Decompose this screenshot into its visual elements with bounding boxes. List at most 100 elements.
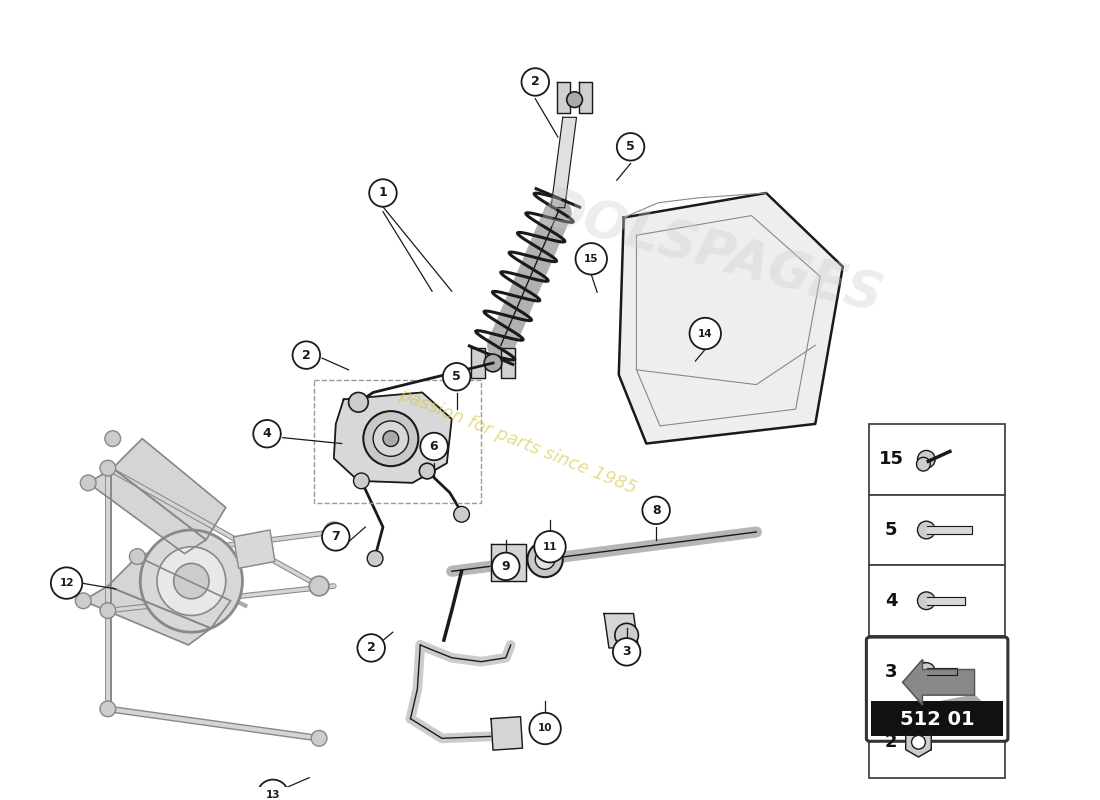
Circle shape bbox=[100, 701, 116, 717]
Polygon shape bbox=[903, 660, 931, 690]
Polygon shape bbox=[84, 586, 211, 645]
FancyBboxPatch shape bbox=[867, 637, 1008, 742]
Circle shape bbox=[642, 497, 670, 524]
Text: 13: 13 bbox=[266, 790, 280, 800]
Text: 11: 11 bbox=[542, 542, 558, 552]
Polygon shape bbox=[905, 727, 932, 757]
Text: 5: 5 bbox=[452, 370, 461, 383]
Circle shape bbox=[690, 318, 721, 350]
Text: 2: 2 bbox=[884, 734, 898, 751]
Circle shape bbox=[575, 243, 607, 274]
Circle shape bbox=[370, 179, 397, 206]
Bar bbox=[869, 494, 1005, 566]
Circle shape bbox=[443, 363, 471, 390]
Circle shape bbox=[484, 354, 502, 372]
Text: 7: 7 bbox=[331, 530, 340, 543]
Text: 4: 4 bbox=[263, 427, 272, 440]
Text: 8: 8 bbox=[652, 504, 660, 517]
Circle shape bbox=[419, 463, 435, 479]
Circle shape bbox=[100, 460, 116, 476]
Circle shape bbox=[130, 549, 145, 565]
Text: 14: 14 bbox=[697, 329, 713, 338]
Circle shape bbox=[358, 634, 385, 662]
Circle shape bbox=[615, 623, 638, 647]
Circle shape bbox=[174, 563, 209, 598]
Circle shape bbox=[349, 393, 368, 412]
Polygon shape bbox=[472, 348, 485, 378]
Polygon shape bbox=[604, 614, 638, 648]
Polygon shape bbox=[557, 82, 570, 114]
Polygon shape bbox=[333, 393, 452, 483]
Text: 10: 10 bbox=[538, 723, 552, 734]
Circle shape bbox=[51, 567, 82, 598]
Circle shape bbox=[100, 602, 116, 618]
Circle shape bbox=[536, 550, 554, 570]
Text: 512 01: 512 01 bbox=[900, 710, 975, 729]
Circle shape bbox=[521, 68, 549, 96]
Polygon shape bbox=[903, 660, 975, 705]
Circle shape bbox=[613, 638, 640, 666]
Polygon shape bbox=[927, 526, 971, 534]
Circle shape bbox=[527, 542, 563, 577]
Circle shape bbox=[353, 473, 370, 489]
Bar bbox=[869, 566, 1005, 636]
Circle shape bbox=[141, 530, 242, 632]
Text: 2: 2 bbox=[301, 349, 310, 362]
Polygon shape bbox=[927, 597, 965, 605]
Text: DOLSPAGES: DOLSPAGES bbox=[536, 182, 889, 324]
Bar bbox=[869, 636, 1005, 707]
Circle shape bbox=[383, 430, 398, 446]
Polygon shape bbox=[113, 438, 226, 540]
Text: 3: 3 bbox=[623, 646, 631, 658]
Polygon shape bbox=[551, 118, 576, 208]
Text: 9: 9 bbox=[502, 560, 510, 573]
Circle shape bbox=[157, 546, 226, 615]
Circle shape bbox=[917, 450, 935, 468]
Polygon shape bbox=[923, 695, 982, 713]
Bar bbox=[869, 424, 1005, 494]
Text: passion for parts since 1985: passion for parts since 1985 bbox=[396, 386, 639, 498]
Circle shape bbox=[529, 713, 561, 744]
Circle shape bbox=[420, 433, 448, 460]
Polygon shape bbox=[927, 667, 957, 675]
Circle shape bbox=[80, 475, 96, 490]
Circle shape bbox=[453, 506, 470, 522]
Text: 15: 15 bbox=[584, 254, 598, 264]
Polygon shape bbox=[619, 193, 843, 443]
Text: 1: 1 bbox=[378, 186, 387, 199]
Circle shape bbox=[104, 430, 121, 446]
Text: 2: 2 bbox=[366, 642, 375, 654]
Circle shape bbox=[917, 521, 935, 539]
Circle shape bbox=[492, 553, 519, 580]
Circle shape bbox=[309, 576, 329, 596]
Circle shape bbox=[566, 92, 582, 107]
Circle shape bbox=[912, 735, 925, 749]
Circle shape bbox=[257, 779, 288, 800]
Text: 4: 4 bbox=[884, 592, 898, 610]
Bar bbox=[869, 707, 1005, 778]
Polygon shape bbox=[580, 82, 592, 114]
Polygon shape bbox=[88, 468, 206, 554]
Circle shape bbox=[917, 592, 935, 610]
Circle shape bbox=[617, 133, 645, 161]
Polygon shape bbox=[491, 717, 522, 750]
Circle shape bbox=[311, 578, 327, 594]
Circle shape bbox=[367, 550, 383, 566]
Circle shape bbox=[322, 523, 350, 550]
Bar bbox=[315, 380, 481, 502]
Circle shape bbox=[917, 662, 935, 680]
Text: 2: 2 bbox=[531, 75, 540, 89]
Polygon shape bbox=[233, 530, 275, 568]
Polygon shape bbox=[108, 557, 231, 628]
Circle shape bbox=[363, 411, 418, 466]
Polygon shape bbox=[500, 348, 515, 378]
Text: 5: 5 bbox=[884, 521, 898, 539]
Circle shape bbox=[916, 458, 931, 471]
Text: 3: 3 bbox=[884, 662, 898, 681]
Text: 15: 15 bbox=[879, 450, 903, 468]
Circle shape bbox=[76, 593, 91, 609]
Circle shape bbox=[324, 522, 343, 542]
Circle shape bbox=[373, 421, 408, 456]
Text: 12: 12 bbox=[59, 578, 74, 588]
Bar bbox=[871, 701, 1003, 736]
